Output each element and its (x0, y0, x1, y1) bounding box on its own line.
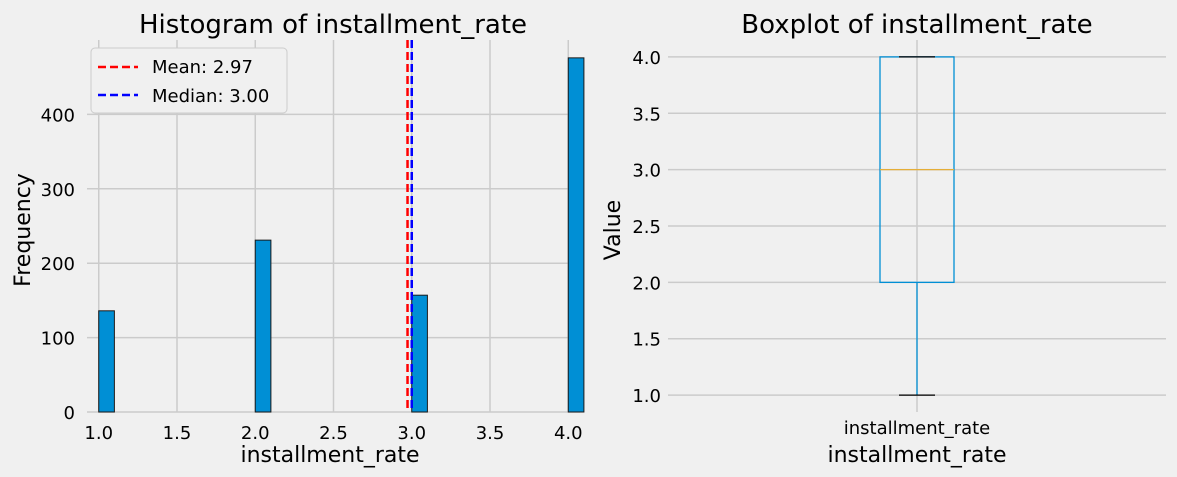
histogram-x-tick-label: 2.0 (241, 423, 270, 444)
boxplot-y-tick-label: 3.0 (632, 161, 661, 182)
boxplot-category-tick: installment_rate (844, 418, 991, 439)
boxplot-y-ticks: 1.0 1.5 2.0 2.5 3.0 3.5 4.0 (632, 48, 661, 407)
histogram-bar (411, 294, 428, 413)
histogram-x-tick-label: 4.0 (554, 423, 583, 444)
boxplot-title: Boxplot of installment_rate (741, 10, 1092, 40)
histogram-y-tick-label: 0 (64, 403, 75, 424)
histogram-bar (98, 310, 115, 413)
boxplot-y-tick-label: 2.5 (632, 217, 661, 238)
boxplot-y-tick-label: 4.0 (632, 48, 661, 69)
histogram-x-tick-label: 3.5 (476, 423, 505, 444)
boxplot-box (879, 56, 955, 396)
boxplot-y-tick-label: 1.5 (632, 330, 661, 351)
histogram-x-ticks: 1.0 1.5 2.0 2.5 3.0 3.5 4.0 (84, 423, 582, 444)
boxplot-x-axis-label: installment_rate (827, 443, 1006, 468)
boxplot-y-tick-label: 3.5 (632, 104, 661, 125)
legend-box (90, 47, 288, 114)
histogram-x-axis-label: installment_rate (240, 443, 419, 468)
legend-median-label: Median: 3.00 (152, 86, 269, 107)
histogram-title: Histogram of installment_rate (139, 10, 527, 40)
boxplot-panel: 1.0 1.5 2.0 2.5 3.0 3.5 4.0 installment_rate B… (601, 10, 1166, 468)
histogram-bar (567, 57, 585, 413)
boxplot-y-axis-label: Value (601, 200, 626, 260)
histogram-y-tick-label: 300 (41, 180, 75, 201)
histogram-bar (254, 239, 272, 413)
histogram-x-tick-label: 3.0 (397, 423, 426, 444)
histogram-panel: 1.0 1.5 2.0 2.5 3.0 3.5 4.0 0 100 200 300 400 Hist… (11, 10, 585, 468)
histogram-y-tick-label: 400 (41, 105, 75, 126)
boxplot-y-tick-label: 1.0 (632, 386, 661, 407)
histogram-y-tick-label: 100 (41, 329, 75, 350)
histogram-legend: Mean: 2.97 Median: 3.00 (90, 47, 288, 114)
histogram-x-tick-label: 1.5 (163, 423, 192, 444)
histogram-x-tick-label: 1.0 (84, 423, 113, 444)
boxplot-y-tick-label: 2.0 (632, 273, 661, 294)
histogram-y-tick-label: 200 (41, 254, 75, 275)
histogram-reference-lines (406, 40, 414, 412)
legend-mean-label: Mean: 2.97 (152, 57, 253, 78)
histogram-y-axis-label: Frequency (11, 173, 36, 287)
histogram-y-ticks: 0 100 200 300 400 (41, 105, 75, 424)
histogram-x-tick-label: 2.5 (319, 423, 348, 444)
